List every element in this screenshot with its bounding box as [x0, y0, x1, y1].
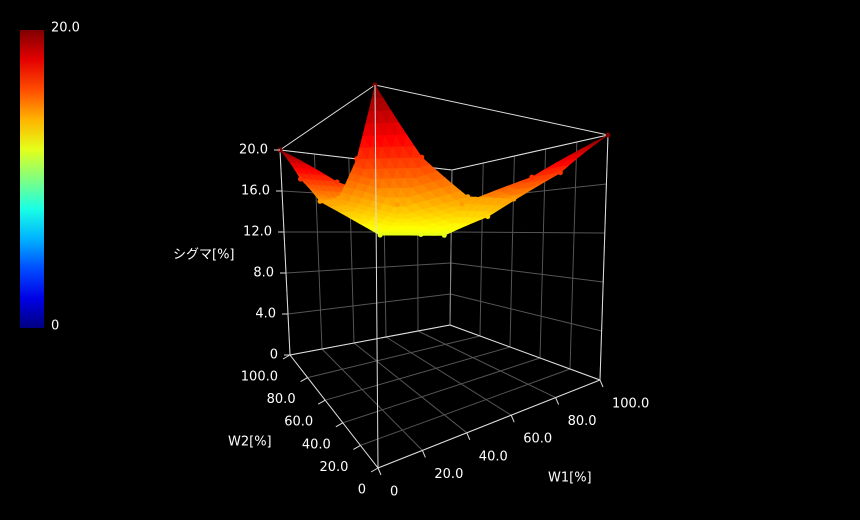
tick-mark	[300, 377, 308, 383]
grid-line	[325, 346, 511, 401]
y-tick-label: 0	[358, 483, 366, 498]
box-edge	[451, 134, 609, 171]
z-tick-label: 20.0	[239, 143, 268, 158]
tick-mark	[282, 354, 291, 360]
tick-mark	[377, 467, 382, 476]
axis-line	[289, 324, 451, 356]
grid-line	[569, 141, 578, 370]
box-edge	[374, 84, 379, 469]
data-point	[418, 231, 424, 237]
grid-line	[342, 357, 541, 424]
grid-line	[285, 262, 451, 274]
grid-line	[479, 162, 484, 337]
data-point	[419, 154, 425, 160]
box-edge	[374, 84, 609, 136]
data-point	[557, 170, 563, 176]
z-tick-label: 4.0	[255, 307, 276, 322]
z-tick-label: 12.0	[243, 225, 272, 240]
colorbar	[20, 30, 44, 328]
tick-mark	[317, 399, 326, 405]
box-edge	[599, 134, 609, 381]
tick-mark	[370, 467, 379, 473]
grid-line	[287, 293, 451, 315]
y-tick-label: 40.0	[302, 437, 331, 452]
axis-line	[289, 354, 379, 469]
data-point	[377, 232, 383, 238]
tick-mark	[335, 422, 344, 428]
grid-line	[450, 262, 604, 283]
axis-line	[449, 324, 601, 381]
grid-line	[360, 368, 571, 446]
colorbar-label: 0	[51, 319, 59, 334]
axis-line	[377, 379, 601, 469]
x-tick-label: 20.0	[434, 467, 463, 482]
grid-line	[417, 330, 556, 399]
data-point	[485, 214, 491, 220]
data-point	[511, 196, 517, 202]
y-tick-label: 20.0	[319, 460, 348, 475]
x-tick-label: 60.0	[523, 432, 552, 447]
x-axis-label: W1[%]	[548, 471, 592, 486]
x-tick-label: 40.0	[479, 449, 508, 464]
z-tick-label: 8.0	[253, 266, 274, 281]
x-tick-label: 100.0	[612, 397, 649, 412]
z-tick-label: 0	[270, 348, 278, 363]
y-tick-label: 60.0	[284, 415, 313, 430]
tick-mark	[510, 415, 515, 423]
grid-line	[451, 231, 605, 234]
y-tick-label: 80.0	[267, 392, 296, 407]
tick-mark	[466, 432, 471, 440]
tick-mark	[599, 379, 604, 388]
data-point	[298, 176, 304, 182]
colorbar-label: 20.0	[51, 21, 80, 36]
grid-line	[353, 342, 468, 434]
data-point	[394, 202, 400, 208]
grid-line	[385, 336, 512, 416]
grid-line	[539, 148, 547, 359]
data-point	[356, 214, 362, 220]
tick-mark	[555, 397, 560, 405]
z-axis-label: シグマ[%]	[173, 248, 235, 263]
grid-line	[307, 335, 481, 379]
box-edge	[279, 149, 291, 356]
data-point	[317, 198, 323, 204]
data-point	[441, 232, 447, 238]
tick-mark	[421, 450, 426, 458]
data-point	[465, 194, 471, 200]
data-point	[529, 174, 535, 180]
grid-line	[450, 293, 602, 332]
x-tick-label: 0	[390, 485, 398, 500]
box-edge	[279, 84, 376, 151]
data-point	[459, 201, 465, 207]
data-point	[336, 195, 342, 201]
data-point	[605, 132, 611, 138]
z-tick-label: 16.0	[241, 184, 270, 199]
tick-mark	[353, 444, 361, 450]
grid-line	[321, 348, 423, 451]
data-point	[398, 212, 404, 218]
y-tick-label: 100.0	[241, 370, 278, 385]
x-tick-label: 80.0	[568, 414, 597, 429]
data-point	[334, 179, 340, 185]
y-axis-label: W2[%]	[228, 435, 272, 450]
data-point	[354, 156, 360, 162]
